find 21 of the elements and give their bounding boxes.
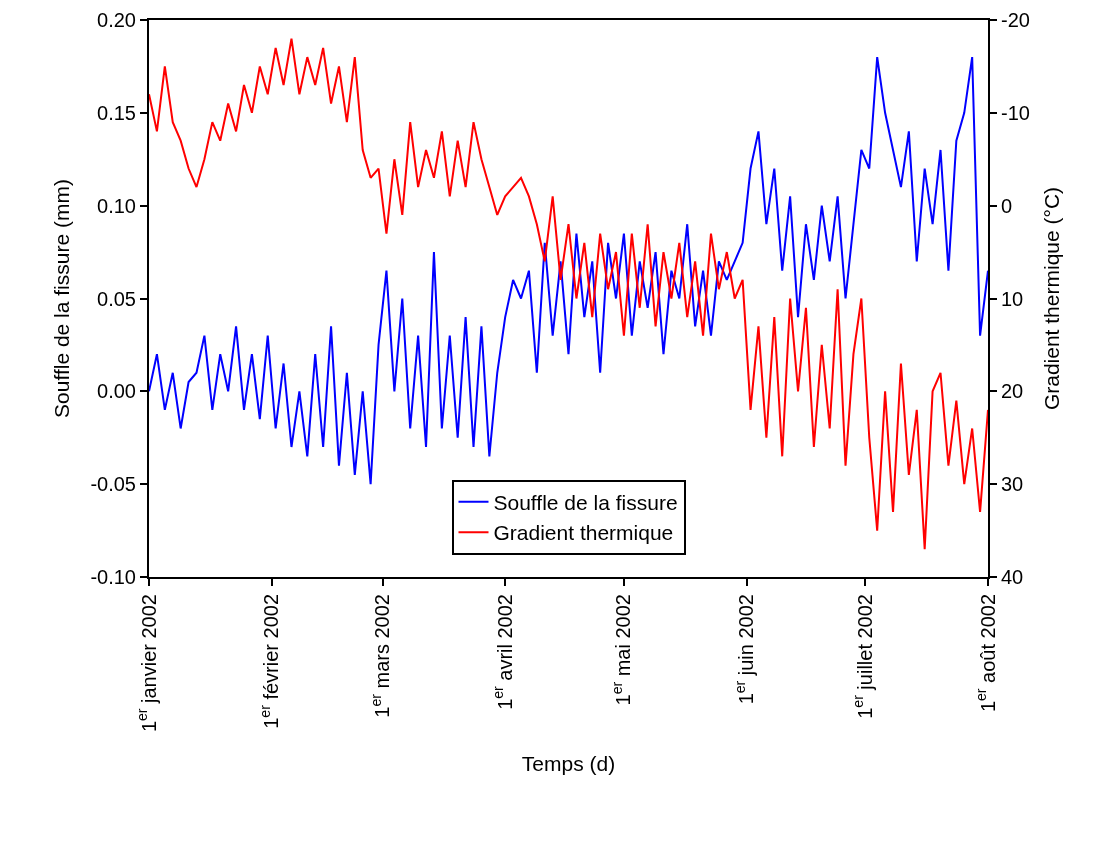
line-series — [149, 37, 988, 551]
y2-tick-label: 0 — [1001, 194, 1013, 217]
y-tick-label: 0.00 — [97, 380, 136, 403]
y2-tick-label: -20 — [1001, 9, 1030, 31]
line-series — [149, 56, 988, 486]
legend-label: Souffle de la fissure — [493, 491, 678, 515]
y2-tick-label: 10 — [1001, 287, 1024, 310]
y2-tick-label: 40 — [1001, 566, 1024, 588]
y2-tick-label: -10 — [1001, 101, 1030, 124]
x-axis-title: Temps (d) — [521, 751, 616, 775]
y-tick-label: -0.05 — [90, 473, 136, 496]
y-axis-title: Souffle de la fissure (mm) — [50, 179, 74, 418]
y-tick-label: 0.10 — [97, 194, 136, 217]
y-tick-label: -0.10 — [90, 566, 136, 588]
y2-tick-label: 20 — [1001, 380, 1024, 403]
y-tick-label: 0.20 — [97, 9, 136, 31]
legend-label: Gradient thermique — [493, 521, 674, 545]
y-tick-label: 0.05 — [97, 287, 136, 310]
y2-tick-label: 30 — [1001, 473, 1024, 496]
y-tick-label: 0.15 — [97, 101, 136, 124]
y2-axis-title: Gradient thermique (°C) — [1039, 186, 1063, 411]
